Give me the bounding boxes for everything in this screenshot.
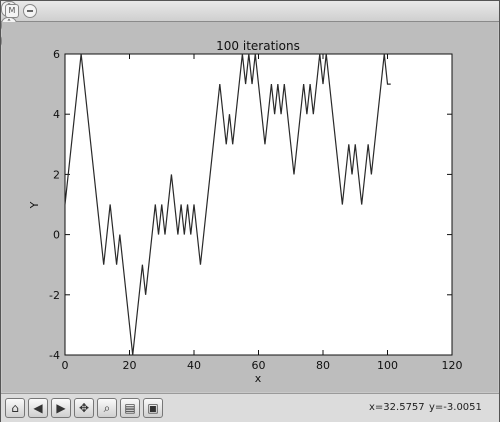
y-tick-label: -2 [49,289,60,302]
forward-icon[interactable]: ▶ [51,398,71,418]
x-tick-label: 0 [62,359,69,372]
cursor-x-readout: x=32.5757 [369,402,425,413]
y-tick-label: 2 [53,168,60,181]
x-tick-label: 100 [377,359,398,372]
plot-area [64,53,453,356]
home-icon[interactable]: ⌂ [5,398,25,418]
x-ticks: 0 20 40 60 80 100 120 [62,54,463,372]
y-tick-label: 0 [53,229,60,242]
x-axis-label: x [255,372,262,385]
zoom-icon[interactable]: ⌕ [97,398,117,418]
line-chart: 100 iterations x Y 0 20 40 60 80 100 120 -4-20… [28,39,463,385]
figure-canvas[interactable]: 100 iterations x Y 0 20 40 60 80 100 120 -4 -2 0… [2,22,498,392]
x-tick-label: 120 [442,359,463,372]
y-tick-label: 4 [53,108,60,121]
back-icon[interactable]: ◀ [28,398,48,418]
y-ticks: -4 -2 0 2 4 6 [49,48,452,362]
x-tick-label: 40 [187,359,201,372]
navigation-toolbar: ⌂ ◀ ▶ ✥ ⌕ ▤ ▣ x=32.5757 y=-3.0051 [1,393,499,422]
y-axis-label: Y [28,201,41,209]
title-bar[interactable]: M ˅ ˄ ✕ [1,1,499,49]
x-tick-label: 80 [316,359,330,372]
app-icon[interactable]: M [5,4,19,18]
chart-title: 100 iterations [216,39,300,53]
x-tick-label: 20 [123,359,137,372]
save-icon[interactable]: ▣ [143,398,163,418]
subplots-icon[interactable]: ▤ [120,398,140,418]
x-tick-label: 60 [252,359,266,372]
series-line [64,53,391,356]
pan-icon[interactable]: ✥ [74,398,94,418]
cursor-y-readout: y=-3.0051 [429,402,482,413]
y-tick-label: 6 [53,48,60,61]
y-tick-label: -4 [49,349,60,362]
window-menu-icon[interactable] [23,4,37,18]
